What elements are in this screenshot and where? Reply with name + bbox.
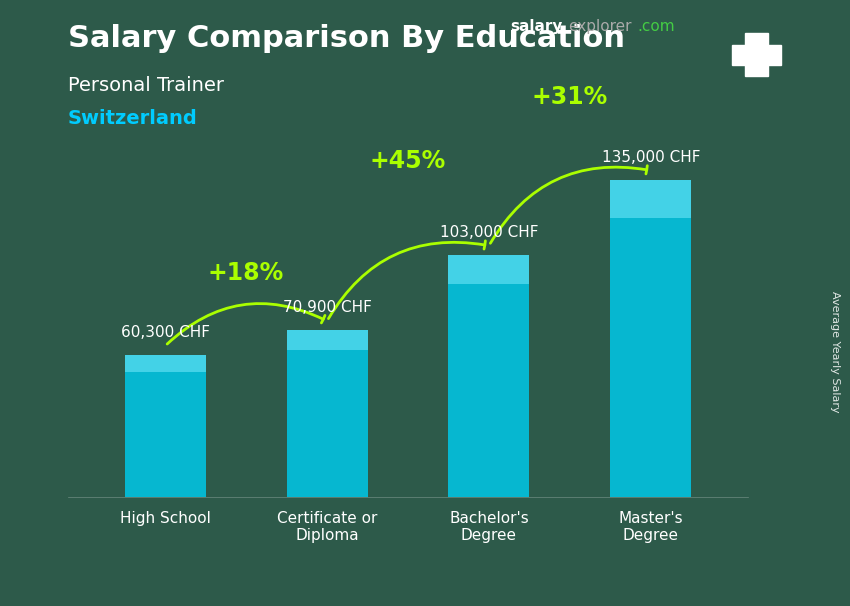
Text: +18%: +18% [208,261,284,285]
Bar [732,45,781,64]
Text: +45%: +45% [370,149,446,173]
Text: salary: salary [510,19,563,35]
Text: Salary Comparison By Education: Salary Comparison By Education [68,24,625,53]
Text: .com: .com [638,19,675,35]
Bar [745,33,768,76]
Bar [610,180,691,497]
Text: 70,900 CHF: 70,900 CHF [282,301,371,315]
Text: +31%: +31% [532,85,608,109]
Bar [449,255,530,284]
Text: explorer: explorer [568,19,632,35]
Text: 135,000 CHF: 135,000 CHF [602,150,700,165]
Text: 103,000 CHF: 103,000 CHF [439,225,538,240]
Bar [125,355,206,497]
Text: 60,300 CHF: 60,300 CHF [121,325,210,341]
Text: Switzerland: Switzerland [68,109,198,128]
Bar [125,355,206,372]
Bar [286,330,367,497]
Bar [449,255,530,497]
Bar [610,180,691,218]
Text: Average Yearly Salary: Average Yearly Salary [830,291,840,412]
Text: Personal Trainer: Personal Trainer [68,76,224,95]
Bar [286,330,367,350]
